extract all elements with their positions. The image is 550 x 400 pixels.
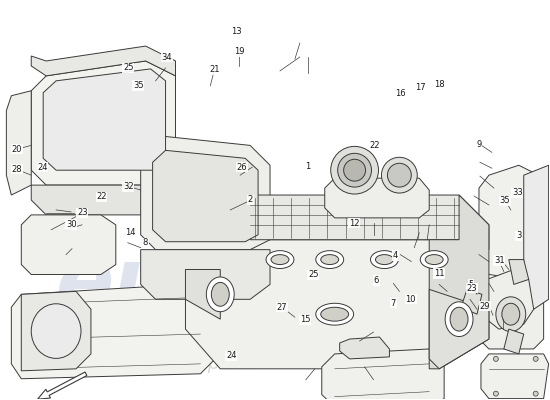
Text: 20: 20 xyxy=(12,145,22,154)
Text: 22: 22 xyxy=(96,192,107,201)
Polygon shape xyxy=(43,69,166,170)
Text: 28: 28 xyxy=(12,164,22,174)
Text: 23: 23 xyxy=(467,284,477,293)
Text: 26: 26 xyxy=(237,162,248,172)
Polygon shape xyxy=(479,165,538,280)
Ellipse shape xyxy=(420,251,448,268)
Ellipse shape xyxy=(206,277,234,312)
Text: 23: 23 xyxy=(77,208,87,217)
Polygon shape xyxy=(7,91,31,195)
Polygon shape xyxy=(481,354,548,399)
Text: 27: 27 xyxy=(277,303,288,312)
Polygon shape xyxy=(31,46,175,76)
Ellipse shape xyxy=(371,251,398,268)
Polygon shape xyxy=(461,289,482,314)
Polygon shape xyxy=(509,260,529,284)
Text: 15: 15 xyxy=(300,316,310,324)
Polygon shape xyxy=(141,136,270,250)
Text: 24: 24 xyxy=(37,162,48,172)
Polygon shape xyxy=(504,329,524,354)
Ellipse shape xyxy=(271,255,289,264)
Text: 7: 7 xyxy=(390,299,396,308)
Polygon shape xyxy=(324,178,429,218)
Text: 35: 35 xyxy=(499,196,510,205)
Polygon shape xyxy=(31,61,175,185)
Text: 32: 32 xyxy=(123,182,134,191)
Ellipse shape xyxy=(31,304,81,358)
Polygon shape xyxy=(21,291,91,371)
Text: 8: 8 xyxy=(142,238,148,247)
Ellipse shape xyxy=(316,303,354,325)
Text: 19: 19 xyxy=(234,47,245,56)
Ellipse shape xyxy=(493,356,498,361)
Text: 11: 11 xyxy=(434,269,444,278)
Text: 1: 1 xyxy=(305,162,310,171)
Text: 3: 3 xyxy=(516,231,521,240)
Text: 6: 6 xyxy=(373,276,379,285)
Ellipse shape xyxy=(338,153,371,187)
Text: 31: 31 xyxy=(494,256,505,265)
Ellipse shape xyxy=(496,297,526,332)
Text: 29: 29 xyxy=(480,302,490,310)
Text: 18: 18 xyxy=(434,80,444,88)
Ellipse shape xyxy=(450,307,468,331)
FancyArrow shape xyxy=(37,372,87,399)
Polygon shape xyxy=(31,165,175,215)
Ellipse shape xyxy=(316,251,344,268)
Polygon shape xyxy=(524,165,548,309)
Text: 34: 34 xyxy=(161,52,172,62)
Ellipse shape xyxy=(493,391,498,396)
Text: 4: 4 xyxy=(393,251,398,260)
Text: 12: 12 xyxy=(349,218,360,228)
Ellipse shape xyxy=(502,303,520,325)
Text: 25: 25 xyxy=(308,270,318,279)
Text: 21: 21 xyxy=(210,65,220,74)
Text: 24: 24 xyxy=(226,351,236,360)
Polygon shape xyxy=(322,349,444,400)
Text: 22: 22 xyxy=(370,141,380,150)
Polygon shape xyxy=(429,195,489,369)
Text: 33: 33 xyxy=(512,188,523,197)
Polygon shape xyxy=(21,215,116,274)
Text: a passion for parts: a passion for parts xyxy=(76,354,258,373)
Ellipse shape xyxy=(425,255,443,264)
Text: 16: 16 xyxy=(395,89,406,98)
Ellipse shape xyxy=(331,146,378,194)
Polygon shape xyxy=(221,195,250,240)
Polygon shape xyxy=(221,195,489,250)
Polygon shape xyxy=(152,150,258,242)
Ellipse shape xyxy=(266,251,294,268)
Text: 5: 5 xyxy=(468,280,474,289)
Polygon shape xyxy=(141,250,270,299)
Text: euro: euro xyxy=(56,244,278,327)
Ellipse shape xyxy=(445,302,473,336)
Text: 25: 25 xyxy=(123,63,134,72)
Text: 2: 2 xyxy=(248,196,253,204)
Polygon shape xyxy=(482,270,534,329)
Text: 35: 35 xyxy=(133,81,144,90)
Text: 17: 17 xyxy=(415,84,425,92)
Ellipse shape xyxy=(321,307,349,321)
Polygon shape xyxy=(12,284,215,379)
Text: 30: 30 xyxy=(66,220,77,229)
Ellipse shape xyxy=(533,356,538,361)
Ellipse shape xyxy=(533,391,538,396)
Text: 13: 13 xyxy=(232,28,242,36)
Ellipse shape xyxy=(211,282,229,306)
Polygon shape xyxy=(429,289,489,369)
Text: 9: 9 xyxy=(476,140,482,149)
Polygon shape xyxy=(340,337,389,359)
Ellipse shape xyxy=(321,255,339,264)
Ellipse shape xyxy=(376,255,393,264)
Ellipse shape xyxy=(382,157,417,193)
Polygon shape xyxy=(185,240,489,369)
Ellipse shape xyxy=(387,163,411,187)
Polygon shape xyxy=(185,270,221,319)
Ellipse shape xyxy=(344,159,366,181)
Polygon shape xyxy=(479,284,543,349)
Text: 10: 10 xyxy=(405,295,416,304)
Text: 14: 14 xyxy=(125,228,135,238)
